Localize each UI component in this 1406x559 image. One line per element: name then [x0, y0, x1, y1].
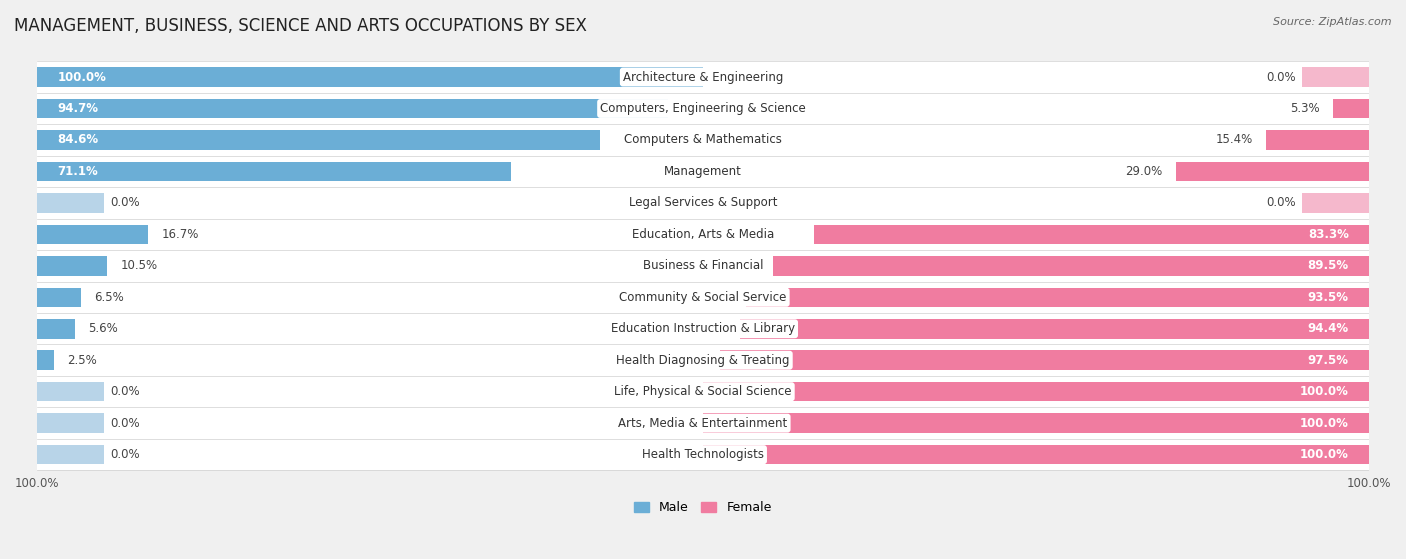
Text: Education, Arts & Media: Education, Arts & Media [631, 228, 775, 241]
Text: 100.0%: 100.0% [58, 70, 105, 83]
Bar [37, 408, 1369, 439]
Bar [37, 162, 510, 181]
Text: Arts, Media & Entertainment: Arts, Media & Entertainment [619, 416, 787, 430]
Legend: Male, Female: Male, Female [630, 496, 776, 519]
Text: 100.0%: 100.0% [1301, 385, 1348, 398]
Text: Community & Social Service: Community & Social Service [619, 291, 787, 304]
Bar [37, 219, 1369, 250]
Bar [741, 319, 1369, 339]
Bar [37, 130, 600, 150]
Text: 100.0%: 100.0% [1301, 448, 1348, 461]
Text: Business & Financial: Business & Financial [643, 259, 763, 272]
Text: 84.6%: 84.6% [58, 134, 98, 146]
Text: Computers, Engineering & Science: Computers, Engineering & Science [600, 102, 806, 115]
Bar [37, 282, 1369, 313]
Text: 83.3%: 83.3% [1308, 228, 1348, 241]
Bar [37, 156, 1369, 187]
Text: 71.1%: 71.1% [58, 165, 98, 178]
Bar [747, 287, 1369, 307]
Bar [37, 439, 1369, 470]
Text: 5.6%: 5.6% [87, 322, 118, 335]
Text: Education Instruction & Library: Education Instruction & Library [612, 322, 794, 335]
Bar [814, 225, 1369, 244]
Bar [37, 93, 1369, 124]
Bar [37, 350, 53, 370]
Bar [37, 67, 703, 87]
Bar [703, 414, 1369, 433]
Text: 0.0%: 0.0% [1265, 196, 1295, 210]
Text: Architecture & Engineering: Architecture & Engineering [623, 70, 783, 83]
Text: Computers & Mathematics: Computers & Mathematics [624, 134, 782, 146]
Text: 0.0%: 0.0% [111, 196, 141, 210]
Bar [37, 61, 1369, 93]
Text: Health Technologists: Health Technologists [643, 448, 763, 461]
Text: 0.0%: 0.0% [111, 385, 141, 398]
Text: Legal Services & Support: Legal Services & Support [628, 196, 778, 210]
Text: Health Diagnosing & Treating: Health Diagnosing & Treating [616, 354, 790, 367]
Text: 10.5%: 10.5% [121, 259, 157, 272]
Text: 16.7%: 16.7% [162, 228, 200, 241]
Bar [1333, 99, 1369, 119]
Bar [37, 376, 1369, 408]
Bar [1302, 193, 1369, 212]
Bar [37, 124, 1369, 156]
Bar [703, 445, 1369, 465]
Bar [37, 287, 80, 307]
Text: 15.4%: 15.4% [1216, 134, 1253, 146]
Bar [37, 414, 104, 433]
Text: Life, Physical & Social Science: Life, Physical & Social Science [614, 385, 792, 398]
Bar [37, 256, 107, 276]
Bar [37, 445, 104, 465]
Bar [37, 99, 668, 119]
Bar [37, 250, 1369, 282]
Bar [37, 193, 104, 212]
Text: Management: Management [664, 165, 742, 178]
Bar [703, 382, 1369, 401]
Text: 0.0%: 0.0% [111, 416, 141, 430]
Text: MANAGEMENT, BUSINESS, SCIENCE AND ARTS OCCUPATIONS BY SEX: MANAGEMENT, BUSINESS, SCIENCE AND ARTS O… [14, 17, 586, 35]
Bar [37, 382, 104, 401]
Bar [773, 256, 1369, 276]
Bar [37, 344, 1369, 376]
Text: 6.5%: 6.5% [94, 291, 124, 304]
Text: 29.0%: 29.0% [1125, 165, 1163, 178]
Text: 5.3%: 5.3% [1291, 102, 1320, 115]
Text: 0.0%: 0.0% [1265, 70, 1295, 83]
Text: 93.5%: 93.5% [1308, 291, 1348, 304]
Bar [37, 225, 149, 244]
Text: 94.4%: 94.4% [1308, 322, 1348, 335]
Bar [1302, 67, 1369, 87]
Bar [37, 319, 75, 339]
Bar [1175, 162, 1369, 181]
Text: 94.7%: 94.7% [58, 102, 98, 115]
Bar [720, 350, 1369, 370]
Text: 89.5%: 89.5% [1308, 259, 1348, 272]
Text: 100.0%: 100.0% [1301, 416, 1348, 430]
Text: Source: ZipAtlas.com: Source: ZipAtlas.com [1274, 17, 1392, 27]
Bar [37, 187, 1369, 219]
Text: 97.5%: 97.5% [1308, 354, 1348, 367]
Bar [37, 313, 1369, 344]
Text: 2.5%: 2.5% [67, 354, 97, 367]
Bar [1267, 130, 1369, 150]
Text: 0.0%: 0.0% [111, 448, 141, 461]
